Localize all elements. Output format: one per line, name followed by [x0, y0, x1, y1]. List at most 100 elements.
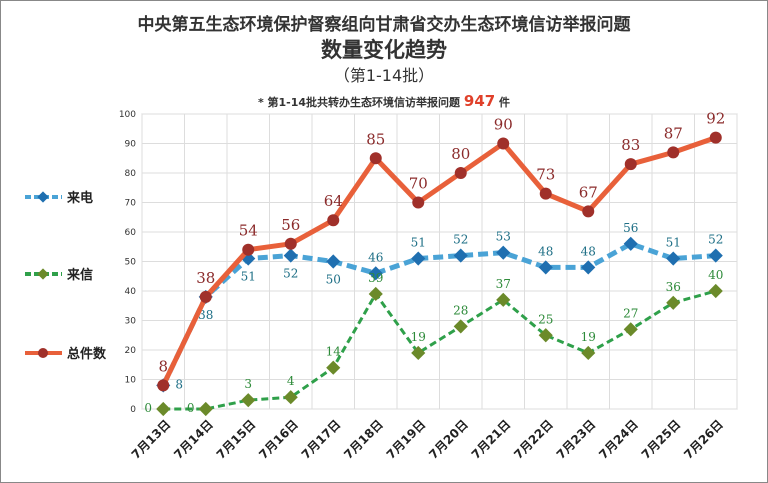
- data-point: [327, 214, 340, 227]
- x-tick-label: 7月23日: [554, 417, 599, 462]
- data-point: [156, 401, 171, 417]
- data-label: 39: [368, 271, 383, 285]
- data-point: [708, 283, 723, 299]
- y-tick-label: 80: [125, 169, 137, 179]
- data-point: [538, 328, 553, 343]
- data-point: [666, 251, 681, 266]
- data-label: 80: [451, 145, 470, 163]
- data-label: 40: [708, 268, 723, 282]
- data-label: 51: [241, 270, 256, 284]
- data-point: [412, 196, 425, 209]
- chart-subtitle-batches: （第1-14批）: [333, 66, 435, 85]
- note-prefix: * 第1-14批共转办生态环境信访举报问题: [257, 96, 461, 109]
- data-point: [538, 260, 553, 275]
- x-tick-label: 7月25日: [639, 417, 684, 462]
- data-label: 37: [496, 277, 511, 291]
- y-tick-label: 30: [125, 317, 137, 327]
- data-label: 19: [411, 330, 426, 344]
- chart-title: 中央第五生态环境保护督察组向甘肃省交办生态环境信访举报问题: [137, 15, 631, 35]
- data-point: [453, 319, 468, 334]
- data-point: [242, 243, 255, 256]
- data-label: 3: [244, 377, 252, 391]
- x-tick-label: 7月17日: [299, 417, 344, 462]
- series-line-0: [160, 241, 716, 387]
- data-point: [368, 266, 383, 281]
- data-point: [582, 205, 595, 218]
- data-point: [369, 152, 382, 165]
- data-point: [283, 390, 298, 405]
- note-value: 947: [463, 92, 496, 110]
- y-tick-label: 20: [125, 346, 137, 356]
- data-point: [539, 187, 552, 200]
- data-point: [667, 146, 680, 159]
- data-point: [283, 248, 298, 263]
- data-label: 0: [187, 401, 195, 415]
- x-tick-label: 7月21日: [469, 417, 514, 462]
- data-point: [623, 322, 638, 337]
- data-point: [496, 292, 511, 307]
- x-tick-label: 7月15日: [214, 417, 259, 462]
- data-point: [453, 248, 468, 263]
- x-tick-label: 7月16日: [256, 417, 301, 462]
- y-tick-label: 10: [125, 376, 137, 386]
- data-label: 90: [494, 116, 513, 134]
- legend-label: 来信: [66, 267, 93, 283]
- series-line-2: [160, 135, 717, 387]
- legend-label: 来电: [66, 190, 93, 206]
- data-label: 70: [409, 175, 428, 193]
- data-point: [198, 401, 213, 417]
- x-tick-label: 7月20日: [426, 417, 471, 462]
- data-label: 56: [623, 221, 638, 235]
- data-point: [368, 286, 383, 302]
- data-label: 38: [196, 269, 215, 287]
- data-label: 54: [239, 222, 258, 240]
- x-tick-label: 7月26日: [681, 417, 726, 462]
- data-point: [624, 158, 637, 171]
- data-label: 87: [664, 124, 683, 142]
- data-label: 85: [366, 130, 385, 148]
- data-point: [666, 295, 681, 310]
- x-tick-label: 7月24日: [596, 417, 641, 462]
- data-label: 19: [581, 330, 596, 344]
- data-label: 52: [453, 233, 468, 247]
- series-line-1: [163, 289, 717, 411]
- y-tick-label: 60: [125, 228, 137, 238]
- x-tick-label: 7月18日: [341, 417, 386, 462]
- data-label: 51: [411, 236, 426, 250]
- note-suffix: 件: [499, 96, 511, 109]
- y-tick-label: 90: [125, 140, 137, 150]
- data-label: 36: [666, 280, 681, 294]
- y-tick-label: 0: [130, 405, 136, 415]
- data-label: 64: [324, 192, 343, 210]
- y-tick-label: 50: [125, 258, 137, 268]
- data-point: [326, 254, 341, 269]
- data-label: 25: [538, 312, 553, 326]
- data-label: 73: [536, 166, 555, 184]
- data-label: 50: [326, 273, 341, 287]
- data-label: 52: [708, 233, 723, 247]
- data-label: 83: [621, 136, 640, 154]
- data-point: [199, 290, 212, 303]
- data-label: 8: [158, 357, 168, 375]
- data-label: 4: [287, 374, 295, 388]
- y-tick-label: 70: [125, 199, 137, 209]
- data-point: [581, 260, 596, 275]
- data-point: [496, 245, 511, 260]
- data-label: 67: [579, 183, 598, 201]
- legend-label: 总件数: [67, 346, 107, 362]
- data-point: [623, 236, 638, 251]
- data-point: [454, 167, 467, 179]
- data-point: [708, 248, 723, 263]
- x-tick-label: 7月22日: [511, 417, 556, 462]
- y-tick-label: 100: [119, 110, 136, 120]
- data-point: [411, 345, 426, 361]
- data-point: [241, 393, 256, 408]
- data-point: [497, 137, 510, 150]
- legend-marker: [37, 191, 49, 203]
- data-label: 27: [623, 306, 638, 320]
- data-point: [709, 131, 722, 144]
- data-point: [157, 379, 170, 392]
- data-label: 92: [706, 110, 725, 128]
- legend-marker: [38, 348, 48, 358]
